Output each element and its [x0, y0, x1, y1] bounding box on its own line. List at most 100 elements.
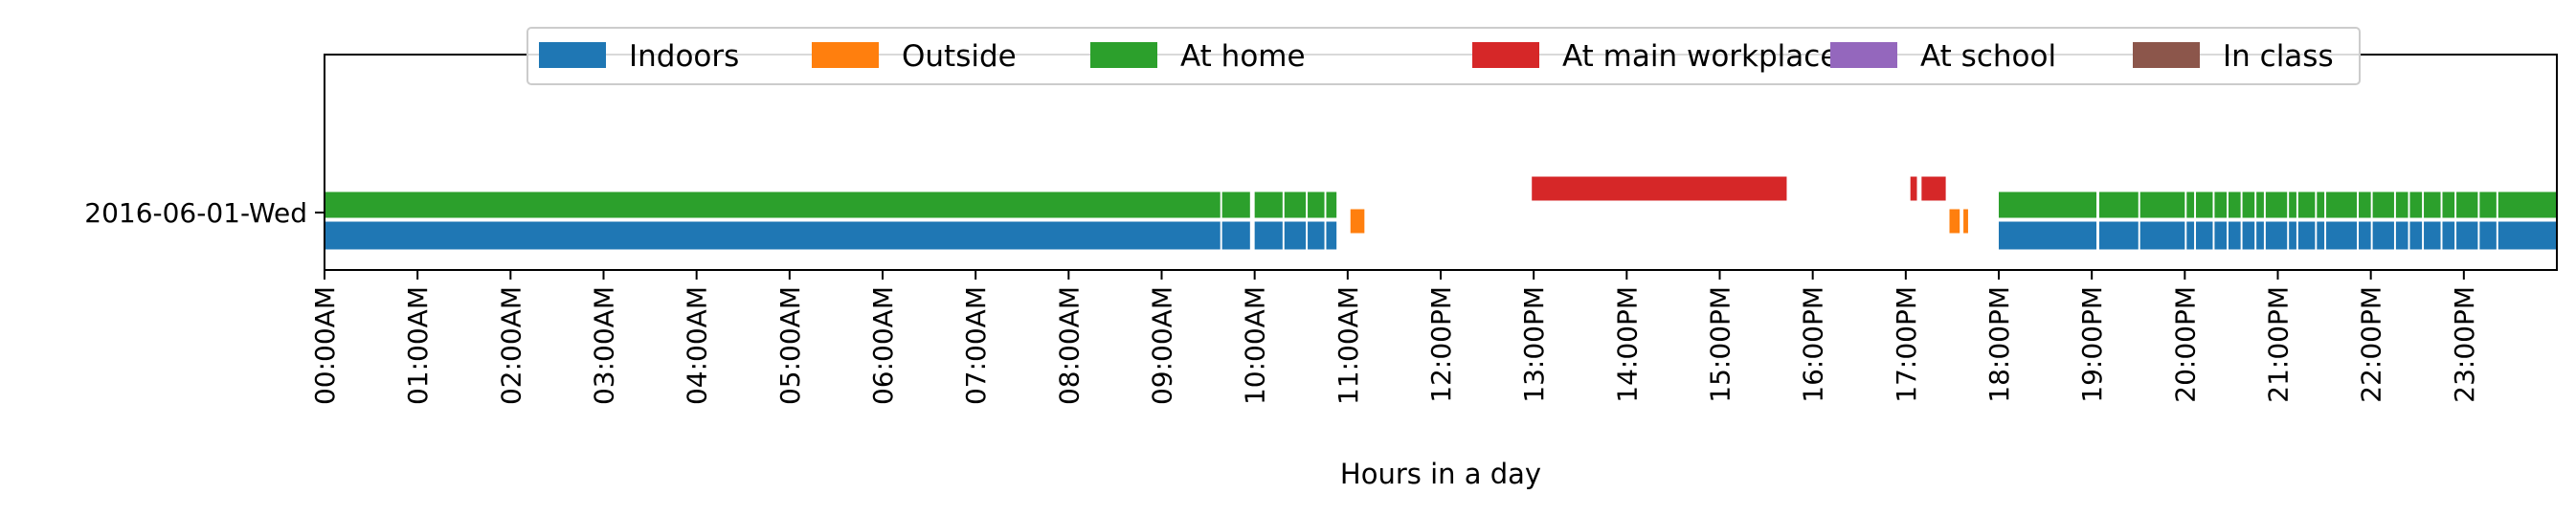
x-tick-label: 08:00AM — [1053, 286, 1085, 405]
bar-segment — [2359, 191, 2371, 218]
x-axis-label: Hours in a day — [1340, 458, 1541, 490]
legend-swatch — [2133, 42, 2200, 68]
x-tick-label: 04:00AM — [682, 286, 713, 405]
legend: Indoors Outside At home At main workplace At… — [526, 27, 2361, 85]
bar-segment — [2297, 221, 2316, 250]
x-tick-label: 10:00AM — [1240, 286, 1271, 405]
bar-segment — [2195, 221, 2213, 250]
x-tick-label: 03:00AM — [589, 286, 620, 405]
legend-swatch — [1830, 42, 1897, 68]
bar-segment — [2442, 221, 2455, 250]
bar-segment — [2229, 191, 2241, 218]
bar-segment — [1326, 191, 1337, 218]
x-tick-label: 12:00PM — [1425, 286, 1457, 403]
bar-segment — [2256, 221, 2264, 250]
legend-label: In class — [2223, 39, 2334, 74]
legend-entry: At school — [1830, 39, 2056, 74]
bar-segment — [1221, 221, 1250, 250]
x-tick-label: 13:00PM — [1518, 286, 1550, 403]
bar-segment — [2242, 191, 2255, 218]
bar-segment — [1999, 191, 2097, 218]
bar-segment — [2479, 191, 2497, 218]
bar-segment — [1254, 191, 1283, 218]
legend-swatch — [1472, 42, 1539, 68]
legend-entry: Outside — [812, 39, 1017, 74]
bar-segment — [2297, 191, 2316, 218]
x-tick-label: 17:00PM — [1891, 286, 1922, 403]
bar-segment — [2265, 221, 2288, 250]
bar-segment — [1921, 176, 1946, 201]
x-tick-label: 01:00AM — [402, 286, 434, 405]
x-tick-label: 16:00PM — [1798, 286, 1829, 403]
legend-swatch — [1090, 42, 1157, 68]
bar-segment — [1308, 191, 1325, 218]
legend-swatch — [539, 42, 606, 68]
bar-segment — [2214, 191, 2228, 218]
bar-segment — [1999, 221, 2097, 250]
x-tick-label: 20:00PM — [2169, 286, 2201, 403]
bar-segment — [2195, 191, 2213, 218]
bar-segment — [2498, 221, 2557, 250]
legend-entry: In class — [2133, 39, 2334, 74]
bar-segment — [2317, 191, 2325, 218]
bar-segment — [2139, 191, 2185, 218]
x-tick-label: 02:00AM — [495, 286, 526, 405]
legend-swatch — [812, 42, 879, 68]
bar-segment — [2289, 221, 2296, 250]
x-tick-label: 06:00AM — [867, 286, 899, 405]
bar-segment — [325, 221, 1221, 250]
x-tick-label: 23:00PM — [2449, 286, 2480, 403]
bar-segment — [1284, 221, 1307, 250]
x-tick-label: 09:00AM — [1147, 286, 1178, 405]
bar-segment — [2409, 191, 2423, 218]
bars-layer — [325, 176, 2557, 250]
bar-segment — [2186, 221, 2195, 250]
legend-entry: At main workplace — [1472, 39, 1838, 74]
legend-label: Outside — [902, 39, 1017, 74]
bar-segment — [1326, 221, 1337, 250]
bar-segment — [2289, 191, 2296, 218]
x-tick-label: 22:00PM — [2356, 286, 2387, 403]
legend-label: At main workplace — [1562, 39, 1838, 74]
legend-entry: Indoors — [539, 39, 739, 74]
y-tick-label: 2016-06-01-Wed — [84, 197, 307, 229]
bar-segment — [2395, 221, 2408, 250]
x-axis: 00:00AM 01:00AM 02:00AM 03:00AM 04:00AM 05:00… — [309, 270, 2480, 405]
legend-entry: At home — [1090, 39, 1306, 74]
legend-label: Indoors — [629, 39, 739, 74]
bar-segment — [2442, 191, 2455, 218]
bar-segment — [2359, 221, 2371, 250]
bar-segment — [1963, 209, 1968, 234]
bar-segment — [2229, 221, 2241, 250]
bar-segment — [2456, 221, 2478, 250]
legend-label: At school — [1920, 39, 2056, 74]
bar-segment — [1910, 176, 1917, 201]
x-tick-label: 15:00PM — [1705, 286, 1736, 403]
x-tick-label: 11:00AM — [1333, 286, 1364, 405]
bar-segment — [2098, 221, 2139, 250]
bar-segment — [1532, 176, 1787, 201]
bar-segment — [2186, 191, 2195, 218]
legend-label: At home — [1180, 39, 1306, 74]
series-at-main-workplace — [1532, 176, 1946, 201]
bar-segment — [2326, 191, 2358, 218]
bar-segment — [2256, 191, 2264, 218]
x-tick-label: 19:00PM — [2076, 286, 2108, 403]
bar-segment — [2242, 221, 2255, 250]
bar-segment — [1949, 209, 1960, 234]
x-tick-label: 18:00PM — [1983, 286, 2015, 403]
bar-segment — [2214, 221, 2228, 250]
bar-segment — [2265, 191, 2288, 218]
bar-segment — [2409, 221, 2423, 250]
bar-segment — [2372, 191, 2394, 218]
bar-segment — [2139, 221, 2185, 250]
legend-frame — [526, 27, 2361, 85]
bar-segment — [1308, 221, 1325, 250]
series-at-home — [325, 191, 2557, 218]
bar-segment — [2479, 221, 2497, 250]
series-outside — [1350, 209, 1968, 234]
x-tick-label: 14:00PM — [1611, 286, 1643, 403]
bar-segment — [2317, 221, 2325, 250]
bar-segment — [1350, 209, 1365, 234]
